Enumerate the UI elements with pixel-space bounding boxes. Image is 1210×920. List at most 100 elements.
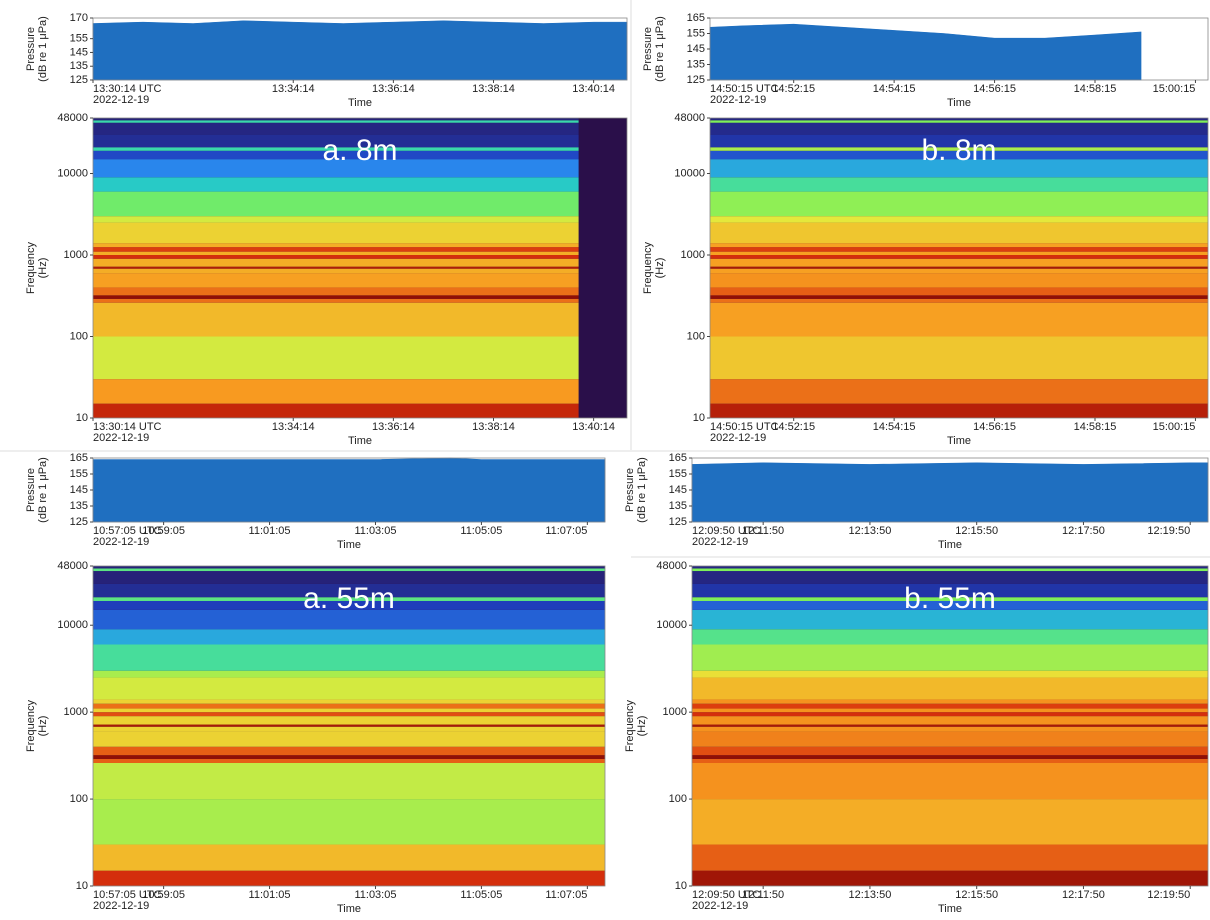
x-tick-label: 11:01:05 — [249, 889, 291, 901]
spectrogram-band — [710, 379, 1208, 404]
spectrogram-band — [93, 295, 579, 299]
x-tick-label: 12:15:50 — [955, 525, 998, 537]
spectrogram-band — [710, 134, 1208, 148]
spectrogram-band — [93, 600, 605, 610]
spectrogram-band — [710, 273, 1208, 288]
spectrogram-band — [692, 583, 1208, 598]
y-tick-label: 48000 — [57, 560, 88, 572]
spectrogram-band — [93, 568, 605, 572]
y-axis-label: (Hz) — [636, 716, 648, 737]
y-tick-label: 125 — [687, 74, 705, 86]
spectrogram-band — [692, 600, 1208, 610]
y-tick-label: 10000 — [674, 167, 705, 179]
y-tick-label: 145 — [70, 484, 88, 496]
spectrogram-band — [93, 609, 605, 630]
spectrogram-band — [93, 243, 579, 248]
x-tick-label: 14:50:15 UTC — [710, 421, 779, 433]
spectrogram-band — [93, 150, 579, 160]
x-tick-label: 14:58:15 — [1074, 421, 1117, 433]
x-axis-label: Time — [947, 435, 971, 447]
y-axis-label: Pressure — [642, 27, 654, 71]
x-tick-label: 13:38:14 — [472, 83, 515, 95]
y-tick-label: 135 — [70, 60, 88, 72]
y-tick-label: 155 — [687, 27, 705, 39]
x-tick-label: 12:19:50 — [1147, 889, 1190, 901]
x-date-label: 2022-12-19 — [710, 94, 766, 106]
spectrogram-band — [93, 844, 605, 871]
spectrogram-band — [93, 724, 605, 727]
y-tick-label: 10 — [675, 880, 687, 892]
spectrogram-band — [93, 159, 579, 178]
spectrogram-band — [710, 336, 1208, 380]
x-tick-label: 14:54:15 — [873, 83, 916, 95]
x-tick-label: 12:13:50 — [849, 525, 892, 537]
spectrogram-band — [93, 336, 579, 380]
spectrogram-band — [93, 726, 605, 732]
spectrogram-band — [93, 258, 579, 267]
spectrogram-band — [93, 216, 579, 223]
spectrogram-band — [93, 629, 605, 645]
y-axis-label: (Hz) — [654, 258, 666, 279]
spectrogram-band — [93, 273, 579, 288]
spectrogram-band — [692, 799, 1208, 845]
spectrogram-band — [93, 302, 579, 337]
y-tick-label: 48000 — [656, 560, 687, 572]
spectrogram-band — [93, 255, 579, 259]
x-tick-label: 15:00:15 — [1153, 83, 1196, 95]
y-tick-label: 100 — [70, 330, 88, 342]
y-tick-label: 10000 — [656, 619, 687, 631]
spectrogram-band — [710, 251, 1208, 256]
spectrogram-band — [710, 268, 1208, 274]
y-axis-label: Pressure — [25, 27, 37, 71]
x-tick-label: 13:34:14 — [272, 83, 315, 95]
y-tick-label: 100 — [687, 330, 705, 342]
spectrogram-band — [692, 670, 1208, 678]
spectrogram-band — [93, 731, 605, 747]
spectrogram-band — [93, 379, 579, 404]
x-tick-label: 10:57:05 UTC — [93, 889, 162, 901]
spectrogram-band — [93, 287, 579, 296]
spectrogram-band — [93, 134, 579, 148]
spectrogram-band — [692, 703, 1208, 709]
spectrogram-band — [710, 266, 1208, 269]
spectrogram-band — [93, 763, 605, 800]
x-tick-label: 11:03:05 — [354, 889, 396, 901]
spectrogram-band — [692, 716, 1208, 725]
y-tick-label: 48000 — [57, 112, 88, 124]
y-tick-label: 155 — [70, 33, 88, 45]
x-tick-label: 10:59:05 — [142, 525, 185, 537]
y-tick-label: 125 — [669, 516, 687, 528]
x-date-label: 2022-12-19 — [93, 900, 149, 912]
x-date-label: 2022-12-19 — [710, 432, 766, 444]
spectrogram-band — [93, 755, 605, 759]
spectrogram-band — [93, 122, 579, 135]
y-tick-label: 125 — [70, 74, 88, 86]
y-tick-label: 1000 — [663, 706, 687, 718]
x-tick-label: 14:58:15 — [1074, 83, 1117, 95]
y-axis-label: (dB re 1 μPa) — [636, 457, 648, 523]
pressure-area — [709, 23, 1142, 81]
spectrogram-band — [710, 298, 1208, 303]
spectrogram-band — [710, 302, 1208, 337]
annotation: a. 8m — [322, 134, 397, 167]
y-tick-label: 1000 — [681, 249, 705, 261]
spectrogram-band — [93, 566, 605, 569]
spectrogram-band — [710, 150, 1208, 160]
y-axis-label: (dB re 1 μPa) — [654, 16, 666, 82]
y-tick-label: 10 — [693, 412, 705, 424]
y-axis-label: Pressure — [25, 468, 37, 512]
x-axis-label: Time — [938, 903, 962, 915]
spectrogram-band — [93, 177, 579, 192]
y-tick-label: 155 — [70, 468, 88, 480]
x-axis-label: Time — [337, 903, 361, 915]
spectrogram-band — [93, 712, 605, 717]
x-tick-label: 12:17:50 — [1062, 889, 1105, 901]
x-date-label: 2022-12-19 — [692, 900, 748, 912]
y-tick-label: 135 — [687, 58, 705, 70]
spectrogram-band — [93, 644, 605, 671]
y-tick-label: 165 — [669, 452, 687, 464]
x-tick-label: 13:40:14 — [572, 83, 615, 95]
annotation: b. 8m — [921, 134, 996, 167]
spectrogram-band — [93, 147, 579, 151]
spectrogram-band — [710, 177, 1208, 192]
